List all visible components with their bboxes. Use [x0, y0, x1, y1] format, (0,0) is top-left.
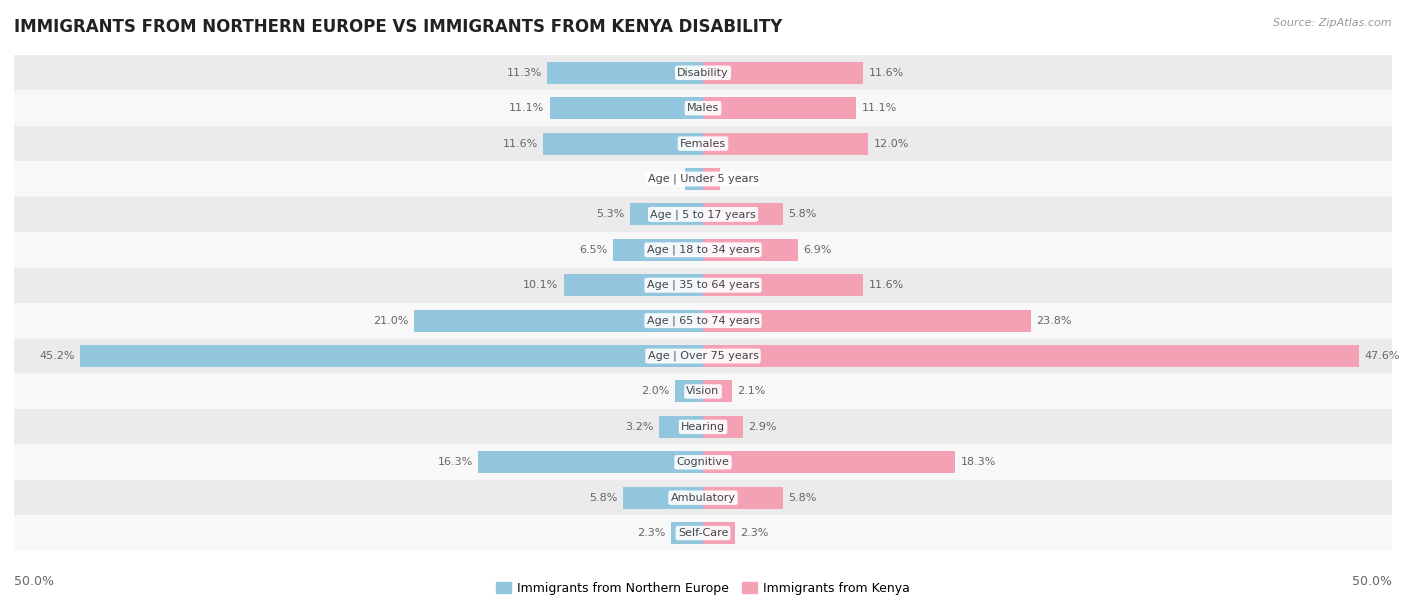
Text: 11.6%: 11.6% — [869, 68, 904, 78]
Text: 5.8%: 5.8% — [789, 209, 817, 220]
Legend: Immigrants from Northern Europe, Immigrants from Kenya: Immigrants from Northern Europe, Immigra… — [491, 577, 915, 600]
Text: Cognitive: Cognitive — [676, 457, 730, 468]
Text: 2.3%: 2.3% — [740, 528, 769, 538]
FancyBboxPatch shape — [14, 196, 1392, 232]
Bar — [685, 168, 703, 190]
Text: 10.1%: 10.1% — [523, 280, 558, 290]
Bar — [623, 487, 703, 509]
Text: 2.9%: 2.9% — [748, 422, 778, 432]
Text: 21.0%: 21.0% — [373, 316, 408, 326]
Bar — [703, 345, 1358, 367]
Text: Vision: Vision — [686, 386, 720, 397]
Text: 16.3%: 16.3% — [437, 457, 472, 468]
Bar — [703, 451, 955, 473]
Bar — [630, 203, 703, 225]
Bar — [703, 203, 783, 225]
Text: Females: Females — [681, 138, 725, 149]
FancyBboxPatch shape — [14, 267, 1392, 303]
Text: 11.1%: 11.1% — [862, 103, 897, 113]
Text: Self-Care: Self-Care — [678, 528, 728, 538]
FancyBboxPatch shape — [14, 374, 1392, 409]
Bar — [703, 97, 856, 119]
Text: Age | 5 to 17 years: Age | 5 to 17 years — [650, 209, 756, 220]
Text: 1.3%: 1.3% — [651, 174, 679, 184]
Text: 2.0%: 2.0% — [641, 386, 669, 397]
Text: 23.8%: 23.8% — [1036, 316, 1071, 326]
Bar — [703, 62, 863, 84]
Text: 2.1%: 2.1% — [738, 386, 766, 397]
FancyBboxPatch shape — [14, 409, 1392, 444]
FancyBboxPatch shape — [14, 55, 1392, 91]
Bar — [675, 381, 703, 403]
Bar — [703, 487, 783, 509]
Text: 11.3%: 11.3% — [506, 68, 541, 78]
Bar — [703, 274, 863, 296]
Text: 50.0%: 50.0% — [14, 575, 53, 588]
Text: 3.2%: 3.2% — [626, 422, 654, 432]
Text: Hearing: Hearing — [681, 422, 725, 432]
Text: Age | 18 to 34 years: Age | 18 to 34 years — [647, 245, 759, 255]
Bar — [703, 522, 735, 544]
FancyBboxPatch shape — [14, 338, 1392, 374]
Bar — [703, 416, 742, 438]
Text: 5.8%: 5.8% — [589, 493, 617, 502]
Text: 1.2%: 1.2% — [725, 174, 754, 184]
Text: Age | 35 to 64 years: Age | 35 to 64 years — [647, 280, 759, 291]
Bar — [80, 345, 703, 367]
Bar — [703, 239, 799, 261]
Bar — [478, 451, 703, 473]
Text: Disability: Disability — [678, 68, 728, 78]
FancyBboxPatch shape — [14, 480, 1392, 515]
Text: Ambulatory: Ambulatory — [671, 493, 735, 502]
Text: 2.3%: 2.3% — [637, 528, 666, 538]
Text: 11.6%: 11.6% — [502, 138, 537, 149]
Bar — [564, 274, 703, 296]
Bar — [550, 97, 703, 119]
Bar — [671, 522, 703, 544]
Text: 18.3%: 18.3% — [960, 457, 995, 468]
Text: Age | Over 75 years: Age | Over 75 years — [648, 351, 758, 361]
Bar — [613, 239, 703, 261]
Text: 11.6%: 11.6% — [869, 280, 904, 290]
Text: 5.8%: 5.8% — [789, 493, 817, 502]
Text: 11.1%: 11.1% — [509, 103, 544, 113]
FancyBboxPatch shape — [14, 162, 1392, 196]
Bar — [543, 133, 703, 155]
Text: Source: ZipAtlas.com: Source: ZipAtlas.com — [1274, 18, 1392, 28]
Bar — [703, 168, 720, 190]
Text: Age | 65 to 74 years: Age | 65 to 74 years — [647, 315, 759, 326]
Bar — [413, 310, 703, 332]
FancyBboxPatch shape — [14, 126, 1392, 162]
Bar — [659, 416, 703, 438]
Text: 12.0%: 12.0% — [875, 138, 910, 149]
FancyBboxPatch shape — [14, 515, 1392, 551]
Text: Age | Under 5 years: Age | Under 5 years — [648, 174, 758, 184]
Bar — [703, 133, 869, 155]
FancyBboxPatch shape — [14, 303, 1392, 338]
FancyBboxPatch shape — [14, 91, 1392, 126]
Text: Males: Males — [688, 103, 718, 113]
Text: 50.0%: 50.0% — [1353, 575, 1392, 588]
Bar — [547, 62, 703, 84]
Text: 47.6%: 47.6% — [1364, 351, 1400, 361]
Bar — [703, 381, 733, 403]
Bar — [703, 310, 1031, 332]
Text: IMMIGRANTS FROM NORTHERN EUROPE VS IMMIGRANTS FROM KENYA DISABILITY: IMMIGRANTS FROM NORTHERN EUROPE VS IMMIG… — [14, 18, 782, 36]
Text: 5.3%: 5.3% — [596, 209, 624, 220]
Text: 45.2%: 45.2% — [39, 351, 75, 361]
FancyBboxPatch shape — [14, 232, 1392, 267]
Text: 6.5%: 6.5% — [579, 245, 607, 255]
FancyBboxPatch shape — [14, 444, 1392, 480]
Text: 6.9%: 6.9% — [804, 245, 832, 255]
